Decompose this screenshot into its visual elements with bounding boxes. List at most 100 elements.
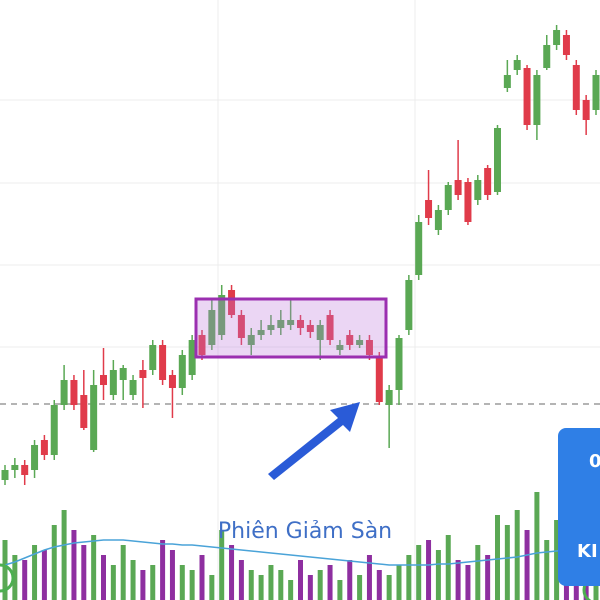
volume-bar [41, 550, 47, 600]
candle-body [60, 380, 68, 405]
candle-body [356, 340, 364, 345]
volume-bar [544, 540, 550, 600]
volume-bar [514, 510, 520, 600]
volume-bar [189, 570, 195, 600]
candle-body [100, 375, 107, 385]
volume-bar [386, 575, 392, 600]
volume-bar [406, 555, 412, 600]
volume-bar [435, 550, 441, 600]
volume-bar [101, 555, 106, 600]
volume-bar [130, 560, 136, 600]
action-button[interactable]: 0 KI [558, 428, 600, 586]
candle-body [375, 358, 383, 402]
volume-ma-line [4, 539, 596, 566]
marker [0, 563, 15, 593]
candle-body [385, 390, 393, 405]
candle-body [40, 440, 48, 455]
candle-body [198, 335, 206, 355]
volume-bar [307, 575, 313, 600]
candle-body [267, 325, 275, 330]
volume-bar [229, 545, 235, 600]
volume-bar [199, 555, 205, 600]
candle-body [316, 325, 324, 340]
volume-bar [445, 535, 451, 600]
candle-body [523, 68, 531, 125]
volume-bar [91, 535, 97, 600]
volume-bar [298, 560, 303, 600]
volume-bar [357, 575, 363, 600]
candle-body [297, 320, 304, 328]
candle-body [247, 335, 255, 345]
button-text[interactable]: 0 [589, 451, 600, 472]
candle-body [405, 280, 413, 330]
highlight-box [194, 297, 388, 359]
arrow [268, 402, 360, 480]
candle-body [336, 345, 344, 350]
candle-body [415, 222, 423, 275]
volume-bar [160, 540, 166, 600]
volume-bar [12, 555, 18, 600]
volume-bar [465, 565, 471, 600]
candle-body [553, 30, 561, 45]
candle-body [178, 355, 186, 388]
candle-body [592, 75, 600, 110]
volume-bar [534, 492, 540, 600]
candle-body [326, 315, 334, 340]
candle-body [503, 75, 511, 88]
candle-body [208, 310, 216, 345]
candle-body [464, 182, 472, 222]
volume-bar [71, 530, 77, 600]
volume-bar [426, 540, 432, 600]
candle-body [70, 380, 78, 405]
volume-bar [337, 580, 343, 600]
volume-bar [475, 545, 481, 600]
candle-body [50, 405, 58, 455]
volume-bar [209, 575, 215, 600]
candle-body [572, 65, 580, 110]
candle-body [277, 320, 285, 328]
candle-body [129, 380, 137, 395]
volume-bar [110, 565, 116, 600]
volume-bar [22, 560, 28, 600]
candle-body [494, 128, 501, 192]
volume-bar [278, 570, 284, 600]
candle-body [168, 375, 176, 388]
volume-bar [150, 565, 156, 600]
volume-bar [32, 545, 38, 600]
button-text[interactable]: KI [577, 541, 598, 562]
volume-bar [179, 565, 185, 600]
candle-body [287, 320, 295, 325]
volume-bar [238, 560, 244, 600]
volume-bar [327, 565, 333, 600]
candle-body [434, 210, 442, 230]
candle-body [1, 470, 9, 480]
volume-bar [504, 525, 510, 600]
candle-body [533, 75, 541, 125]
button-bg[interactable] [558, 428, 600, 586]
volume-bar [396, 565, 402, 600]
volume-bar [495, 515, 500, 600]
candle-body [90, 385, 98, 450]
candle-body [80, 395, 88, 428]
volume-bar [169, 550, 175, 600]
candle-body [513, 60, 521, 70]
volume-bar [219, 530, 225, 600]
volume-bar [61, 510, 67, 600]
candle-body [257, 330, 265, 335]
volume-bar [120, 545, 126, 600]
candle-body [543, 45, 551, 68]
candle-body [31, 445, 39, 470]
volume-bar [248, 570, 254, 600]
candle-body [582, 100, 590, 120]
candle-body [237, 315, 245, 338]
candle-body [139, 370, 147, 378]
volume-bar [288, 580, 294, 600]
volume-bar [376, 570, 382, 600]
candle-body [454, 180, 462, 195]
candle-body [306, 325, 314, 332]
candle-body [484, 168, 492, 195]
candle-body [444, 185, 452, 210]
candle-body [218, 295, 226, 335]
